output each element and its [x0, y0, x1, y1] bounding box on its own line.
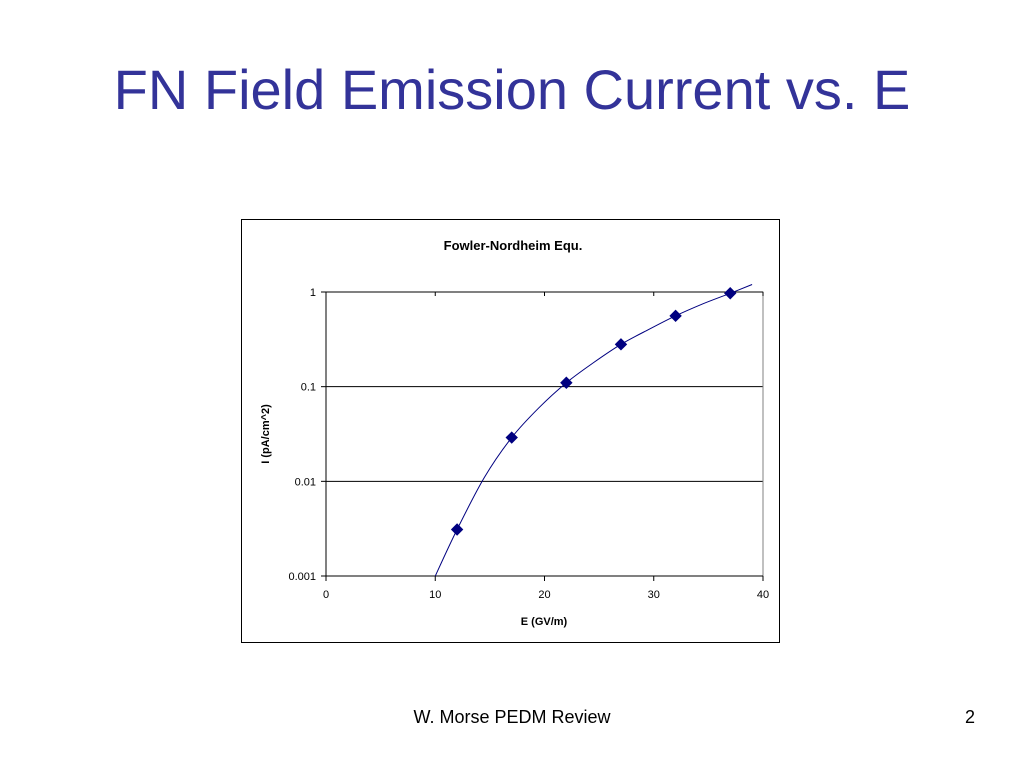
chart-data-point	[560, 376, 573, 389]
chart-data-point	[505, 431, 518, 444]
chart-plot-area	[325, 291, 764, 577]
chart-y-tick-label: 0.1	[301, 382, 316, 394]
chart-gridlines	[326, 291, 763, 482]
chart-data-point	[724, 287, 737, 300]
chart-data-point	[450, 523, 464, 536]
chart-x-tick-label: 10	[429, 589, 441, 601]
slide-title: FN Field Emission Current vs. E	[113, 58, 911, 121]
chart-svg: Fowler-Nordheim Equ. I (pA/cm^2) E (GV/m…	[260, 238, 769, 628]
chart-x-axis-label: E (GV/m)	[521, 616, 568, 628]
chart-fit-curve	[434, 284, 753, 577]
chart-axes	[321, 291, 764, 581]
page-number: 2	[964, 707, 975, 727]
chart-y-tick-label: 1	[310, 287, 316, 299]
chart-data-point	[669, 309, 682, 323]
chart-x-tick-label: 0	[323, 589, 329, 601]
footer-text: W. Morse PEDM Review	[413, 707, 611, 727]
chart-x-tick-label: 40	[757, 589, 769, 601]
chart-x-tick-label: 30	[648, 589, 660, 601]
chart-x-tick-label: 20	[538, 589, 550, 601]
chart-frame: Fowler-Nordheim Equ. I (pA/cm^2) E (GV/m…	[241, 219, 780, 643]
chart-title: Fowler-Nordheim Equ.	[444, 238, 583, 253]
chart-y-axis-label: I (pA/cm^2)	[260, 404, 272, 464]
chart-data-point	[614, 338, 628, 351]
chart-y-tick-label: 0.001	[288, 571, 316, 583]
chart-series	[434, 284, 753, 577]
chart-y-tick-label: 0.01	[295, 476, 316, 488]
